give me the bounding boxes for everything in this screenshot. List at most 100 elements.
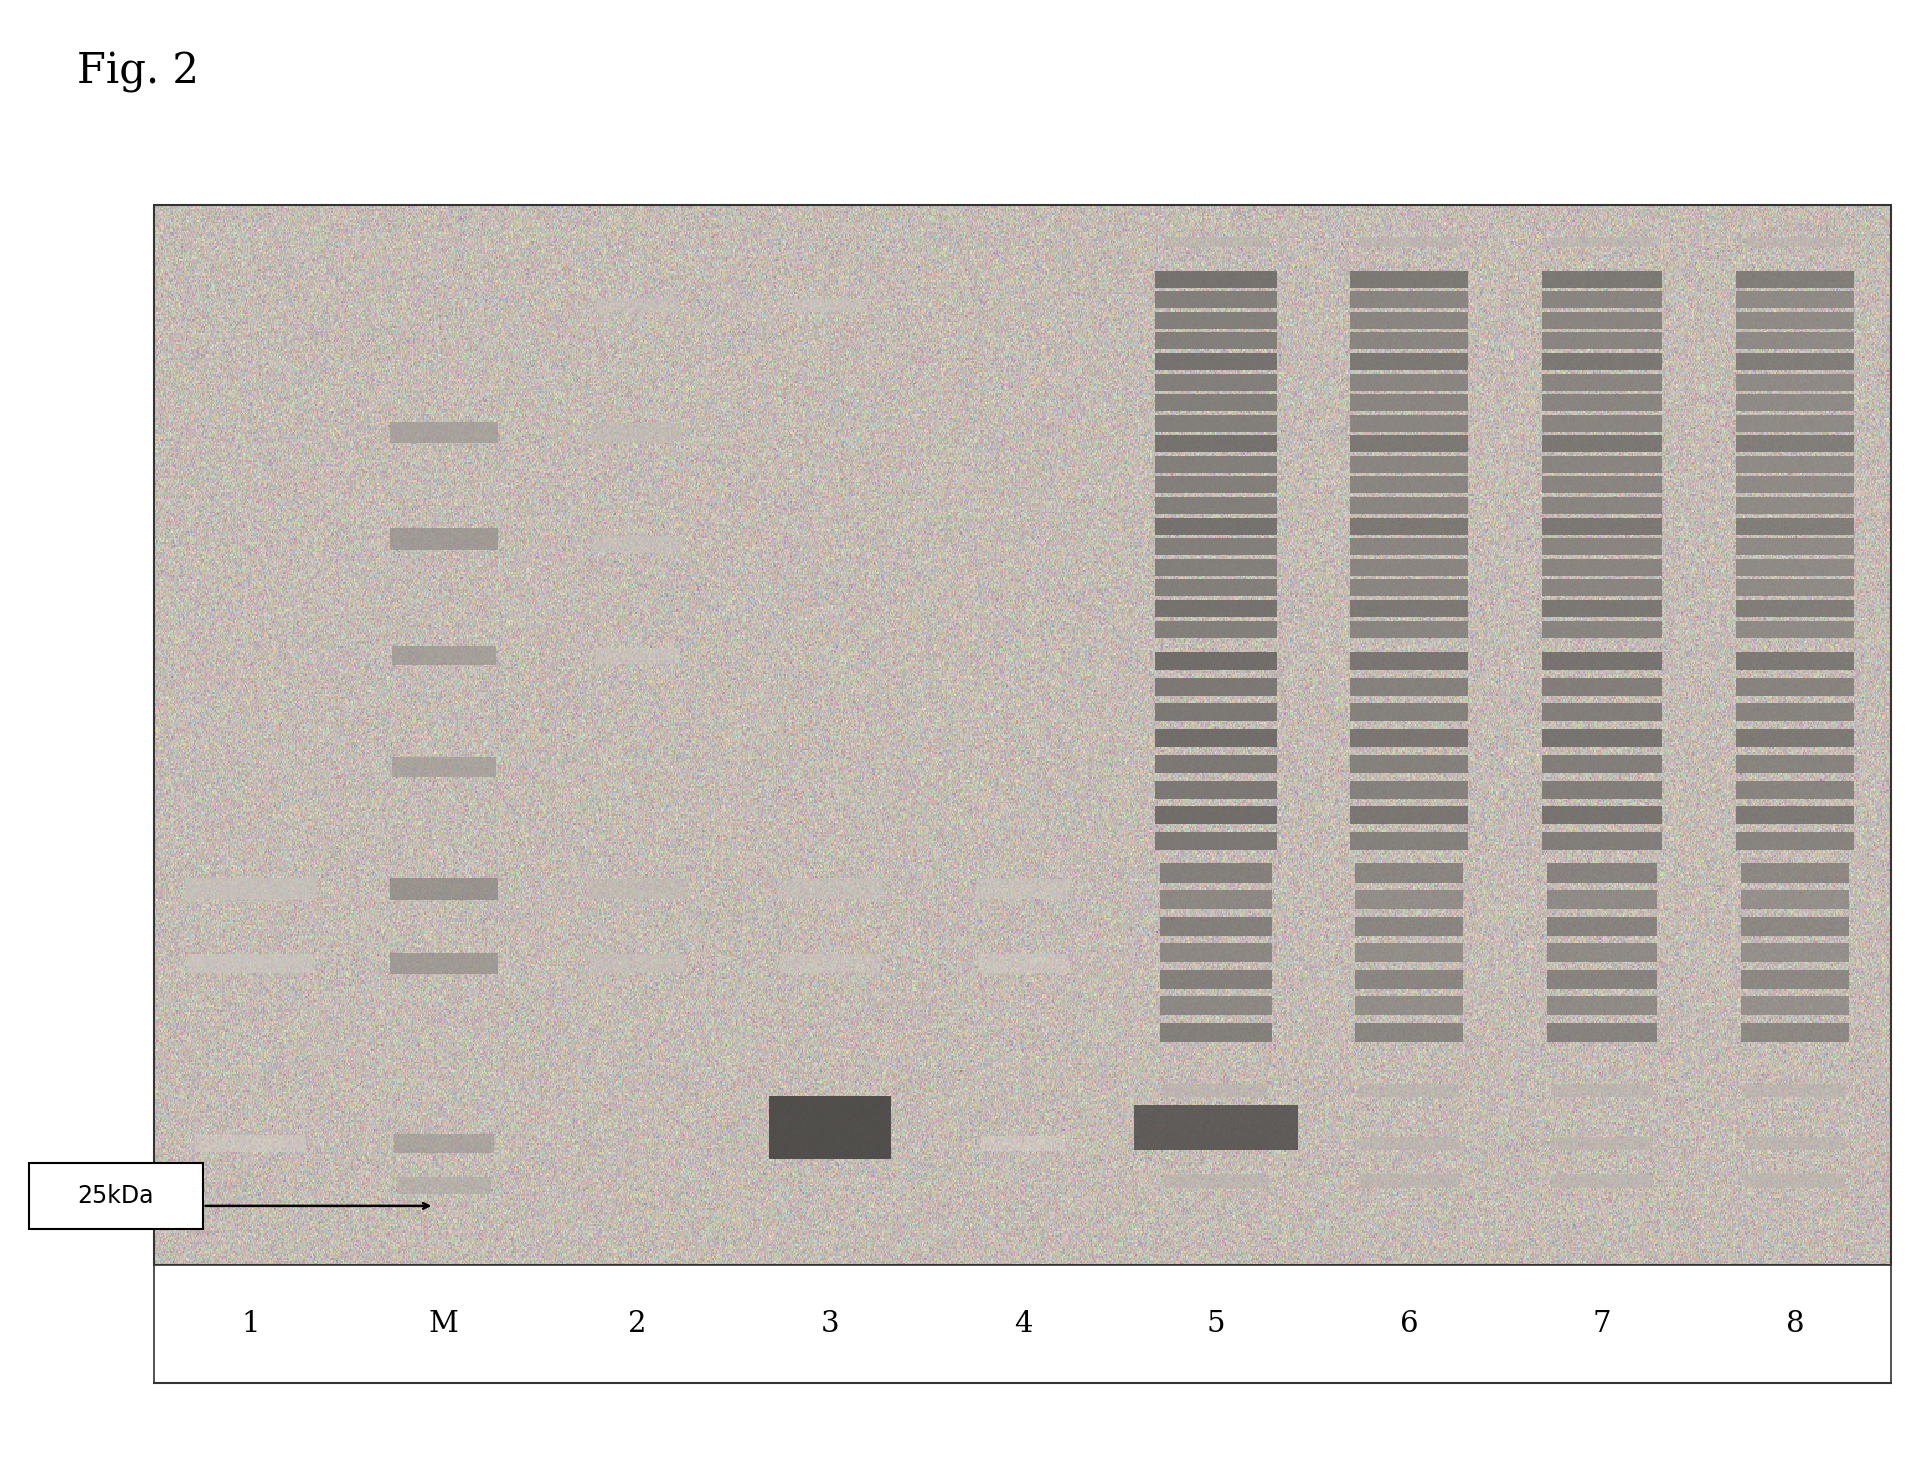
Bar: [1548, 996, 1656, 1015]
Bar: [1135, 1106, 1297, 1150]
Text: 4: 4: [1013, 1309, 1033, 1339]
Bar: [1552, 1137, 1652, 1150]
Bar: [1542, 477, 1662, 493]
Bar: [1154, 497, 1278, 514]
Bar: [1355, 970, 1463, 989]
Bar: [1160, 944, 1272, 963]
Bar: [1164, 1084, 1268, 1097]
Bar: [1542, 353, 1662, 370]
Bar: [778, 879, 882, 898]
Bar: [594, 648, 679, 664]
Bar: [1735, 806, 1855, 825]
Bar: [1542, 497, 1662, 514]
Bar: [1542, 436, 1662, 452]
Bar: [185, 878, 317, 900]
Bar: [1542, 677, 1662, 696]
Bar: [1154, 414, 1278, 432]
Bar: [1349, 312, 1469, 329]
Bar: [1542, 518, 1662, 534]
Bar: [1548, 890, 1656, 909]
Bar: [1154, 373, 1278, 391]
Bar: [1160, 916, 1272, 936]
Bar: [1735, 436, 1855, 452]
Bar: [1741, 916, 1849, 936]
Bar: [1349, 271, 1469, 288]
Bar: [1349, 291, 1469, 309]
Bar: [1735, 414, 1855, 432]
Bar: [1349, 414, 1469, 432]
Bar: [1735, 781, 1855, 799]
Bar: [1552, 237, 1652, 247]
Text: 6: 6: [1399, 1309, 1419, 1339]
Bar: [1735, 579, 1855, 597]
Bar: [980, 1135, 1065, 1151]
Bar: [1542, 414, 1662, 432]
Bar: [1552, 1173, 1652, 1188]
Bar: [1735, 271, 1855, 288]
Bar: [1542, 373, 1662, 391]
Bar: [1735, 559, 1855, 576]
Bar: [1542, 394, 1662, 411]
Bar: [392, 647, 496, 666]
Bar: [1164, 237, 1268, 247]
Bar: [29, 1163, 203, 1229]
Bar: [1349, 538, 1469, 556]
Bar: [398, 1178, 490, 1194]
Bar: [394, 1134, 494, 1153]
Bar: [979, 954, 1067, 973]
Bar: [1735, 755, 1855, 772]
Text: 2: 2: [627, 1309, 647, 1339]
Bar: [1164, 1137, 1268, 1150]
Bar: [1359, 1084, 1459, 1097]
Bar: [1735, 704, 1855, 721]
Text: Fig. 2: Fig. 2: [77, 51, 199, 94]
Bar: [1745, 1084, 1845, 1097]
Bar: [1542, 579, 1662, 597]
Bar: [1542, 832, 1662, 850]
Bar: [1154, 677, 1278, 696]
Bar: [1349, 729, 1469, 748]
Bar: [594, 298, 679, 313]
Bar: [1548, 916, 1656, 936]
Bar: [780, 954, 880, 973]
Bar: [1154, 600, 1278, 617]
Bar: [1160, 863, 1272, 882]
Bar: [1735, 538, 1855, 556]
Bar: [791, 298, 868, 313]
Bar: [1542, 538, 1662, 556]
Bar: [591, 954, 683, 973]
Bar: [1349, 332, 1469, 350]
Text: 7: 7: [1592, 1309, 1612, 1339]
Text: 5: 5: [1206, 1309, 1226, 1339]
Bar: [1349, 652, 1469, 670]
Bar: [1741, 944, 1849, 963]
Bar: [1735, 332, 1855, 350]
Bar: [154, 1265, 1891, 1383]
Bar: [1154, 271, 1278, 288]
Bar: [1735, 729, 1855, 748]
Bar: [977, 879, 1069, 898]
Bar: [1741, 1023, 1849, 1042]
Bar: [1349, 353, 1469, 370]
Bar: [392, 758, 496, 777]
Bar: [1355, 890, 1463, 909]
Bar: [1349, 755, 1469, 772]
Bar: [1154, 477, 1278, 493]
Bar: [1349, 477, 1469, 493]
Bar: [1548, 1023, 1656, 1042]
Bar: [195, 1135, 307, 1151]
Bar: [1154, 312, 1278, 329]
Bar: [1735, 312, 1855, 329]
Bar: [1154, 394, 1278, 411]
Bar: [1542, 729, 1662, 748]
Bar: [1741, 996, 1849, 1015]
Bar: [1349, 456, 1469, 473]
Bar: [1355, 916, 1463, 936]
Bar: [1154, 332, 1278, 350]
Bar: [1741, 970, 1849, 989]
Bar: [1542, 600, 1662, 617]
Bar: [1355, 1023, 1463, 1042]
Bar: [1355, 996, 1463, 1015]
Bar: [1154, 652, 1278, 670]
Bar: [1542, 312, 1662, 329]
